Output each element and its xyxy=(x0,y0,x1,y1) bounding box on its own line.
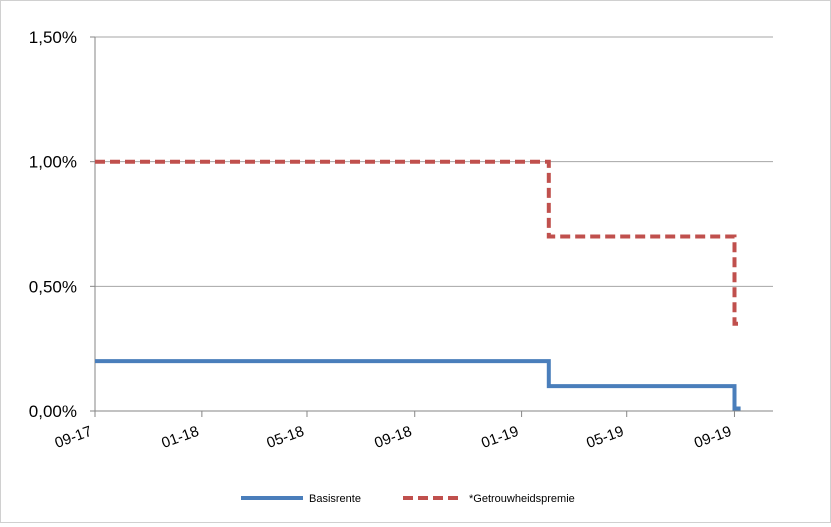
x-tick-label: 01-18 xyxy=(159,423,201,452)
y-tick-label: 1,00% xyxy=(29,153,77,172)
x-tick-label: 09-17 xyxy=(52,423,94,452)
x-tick-labels: 09-17 01-18 05-18 09-18 01-19 05-19 09-19 xyxy=(52,423,733,452)
y-tick-labels: 0,00% 0,50% 1,00% 1,50% xyxy=(29,28,77,421)
x-tick-label: 09-19 xyxy=(692,423,734,452)
x-tick-label: 01-19 xyxy=(479,423,521,452)
series-line-getrouwheidspremie xyxy=(95,159,741,326)
series-line-basisrente xyxy=(95,359,741,411)
y-tick-label: 0,00% xyxy=(29,402,77,421)
legend: Basisrente *Getrouwheidspremie xyxy=(241,493,575,505)
legend-label: *Getrouwheidspremie xyxy=(469,493,575,505)
x-tick-label: 05-18 xyxy=(264,423,306,452)
axes xyxy=(90,36,773,417)
x-tick-label: 05-19 xyxy=(584,423,626,452)
y-tick-label: 1,50% xyxy=(29,28,77,47)
legend-label: Basisrente xyxy=(309,493,361,505)
x-tick-label: 09-18 xyxy=(372,423,414,452)
series-lines xyxy=(95,159,741,411)
y-tick-label: 0,50% xyxy=(29,277,77,296)
